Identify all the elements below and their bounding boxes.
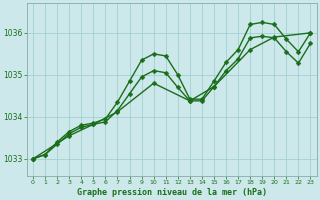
X-axis label: Graphe pression niveau de la mer (hPa): Graphe pression niveau de la mer (hPa) xyxy=(77,188,267,197)
